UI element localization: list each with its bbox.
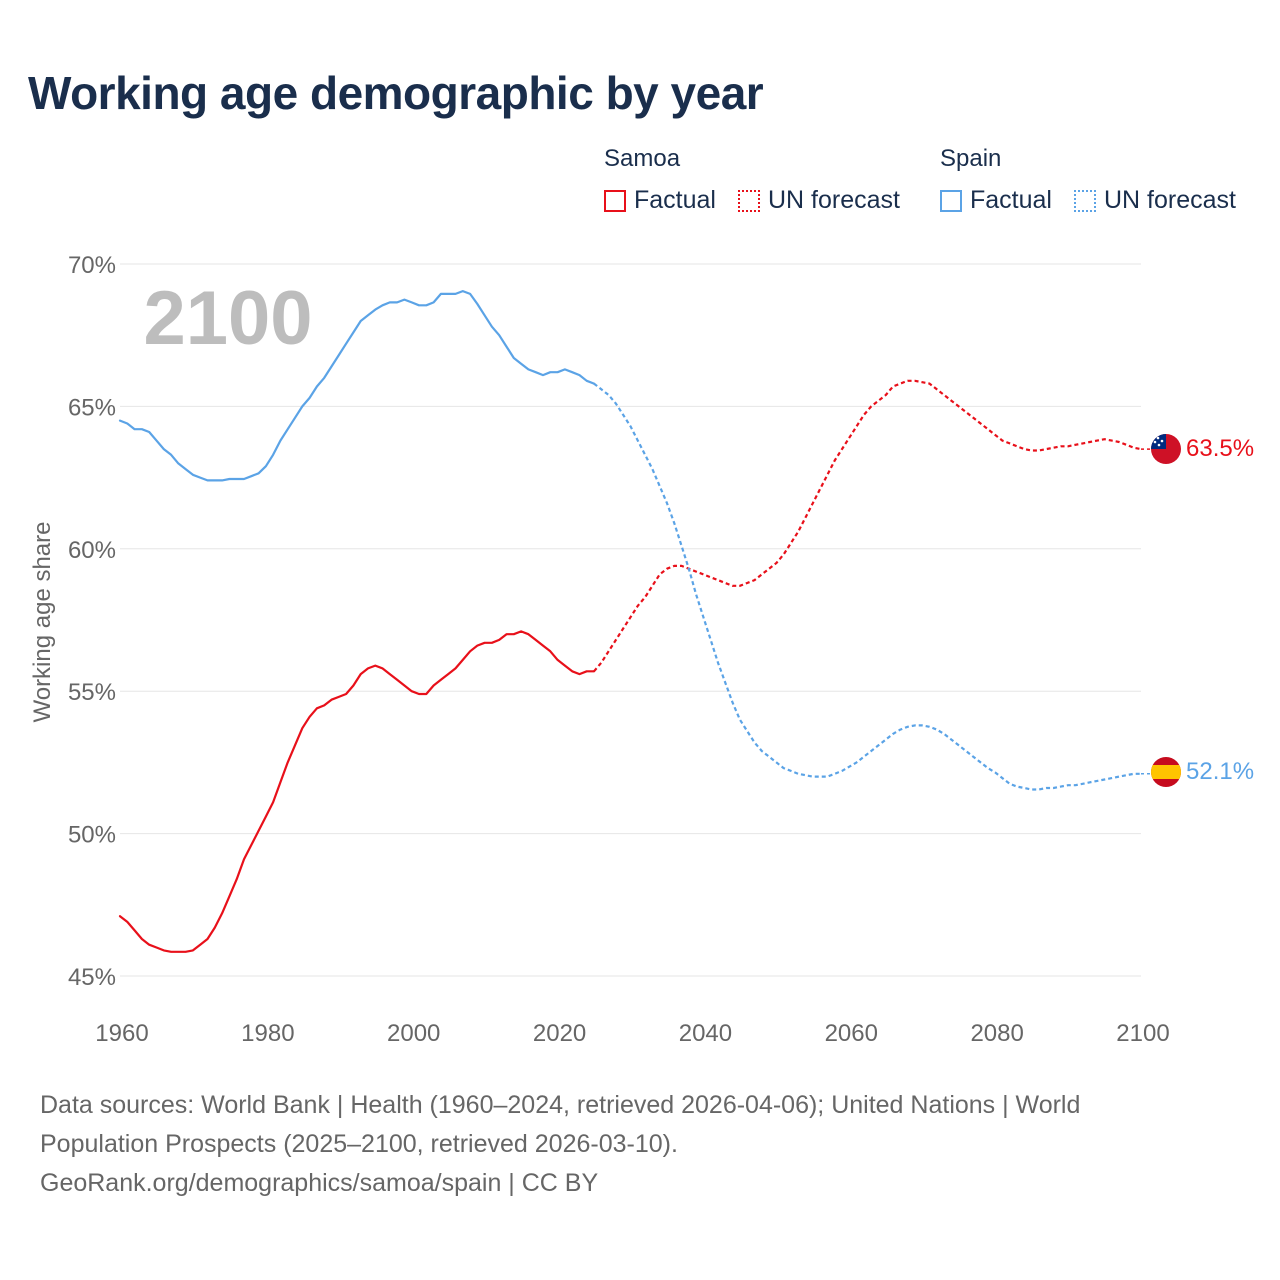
series xyxy=(118,290,1151,953)
end-label-spain: 52.1% xyxy=(1186,758,1254,785)
x-tick-label: 1980 xyxy=(241,1020,294,1047)
legend-label-spain-factual: Factual xyxy=(970,186,1052,214)
end-label-samoa: 63.5% xyxy=(1186,435,1254,462)
legend-samoa-factual[interactable]: Factual xyxy=(604,186,716,215)
legend-swatch-samoa-factual xyxy=(604,189,626,212)
y-tick-label: 55% xyxy=(68,679,116,706)
legend-spain-factual[interactable]: Factual xyxy=(940,186,1052,215)
legend-spain-forecast[interactable]: UN forecast xyxy=(1074,186,1236,215)
legend-group-samoa: Samoa xyxy=(604,145,681,172)
legend-swatch-spain-factual xyxy=(940,189,962,212)
series-line-spain-factual xyxy=(118,290,596,482)
legend-label-samoa-forecast: UN forecast xyxy=(768,186,900,214)
y-axis-label: Working age share xyxy=(29,522,56,723)
legend-samoa-forecast[interactable]: UN forecast xyxy=(738,186,900,215)
gridlines xyxy=(120,263,1141,977)
chart-title: Working age demographic by year xyxy=(28,67,764,119)
x-tick-label: 2000 xyxy=(387,1020,440,1047)
legend-group-spain: Spain xyxy=(940,145,1002,172)
x-tick-label: 1960 xyxy=(95,1020,148,1047)
y-tick-label: 70% xyxy=(68,252,116,279)
legend-label-samoa-factual: Factual xyxy=(634,186,716,214)
line-chart: 2100 45% 50% 55% 60% 65% 70% 1960 1980 2000 2020 2… xyxy=(29,252,1254,1047)
footer-attribution[interactable]: GeoRank.org/demographics/samoa/spain | C… xyxy=(40,1169,599,1197)
legend-swatch-spain-forecast xyxy=(1074,189,1096,212)
y-tick-label: 65% xyxy=(68,394,116,421)
x-tick-label: 2040 xyxy=(679,1020,732,1047)
y-tick-label: 60% xyxy=(68,537,116,564)
series-line-spain-forecast xyxy=(593,382,1141,791)
y-tick-label: 50% xyxy=(68,822,116,849)
legend-label-spain-forecast: UN forecast xyxy=(1104,186,1236,214)
footer: Data sources: World Bank | Health (1960–… xyxy=(40,1086,1240,1203)
y-tick-label: 45% xyxy=(68,964,116,991)
flag-samoa-icon xyxy=(1151,434,1181,464)
footer-sources-line1: Data sources: World Bank | Health (1960–… xyxy=(40,1091,1081,1119)
x-tick-label: 2080 xyxy=(970,1020,1023,1047)
series-line-samoa-factual xyxy=(118,630,596,953)
flag-spain-icon xyxy=(1151,757,1181,787)
year-watermark: 2100 xyxy=(143,276,312,361)
legend-swatch-samoa-forecast xyxy=(738,189,760,212)
series-line-samoa-forecast xyxy=(593,379,1142,673)
footer-sources-line2: Population Prospects (2025–2100, retriev… xyxy=(40,1130,678,1158)
axes: 45% 50% 55% 60% 65% 70% 1960 1980 2000 2020 2040 20… xyxy=(68,252,1170,1047)
x-tick-label: 2020 xyxy=(533,1020,586,1047)
x-tick-label: 2100 xyxy=(1116,1020,1169,1047)
x-tick-label: 2060 xyxy=(825,1020,878,1047)
